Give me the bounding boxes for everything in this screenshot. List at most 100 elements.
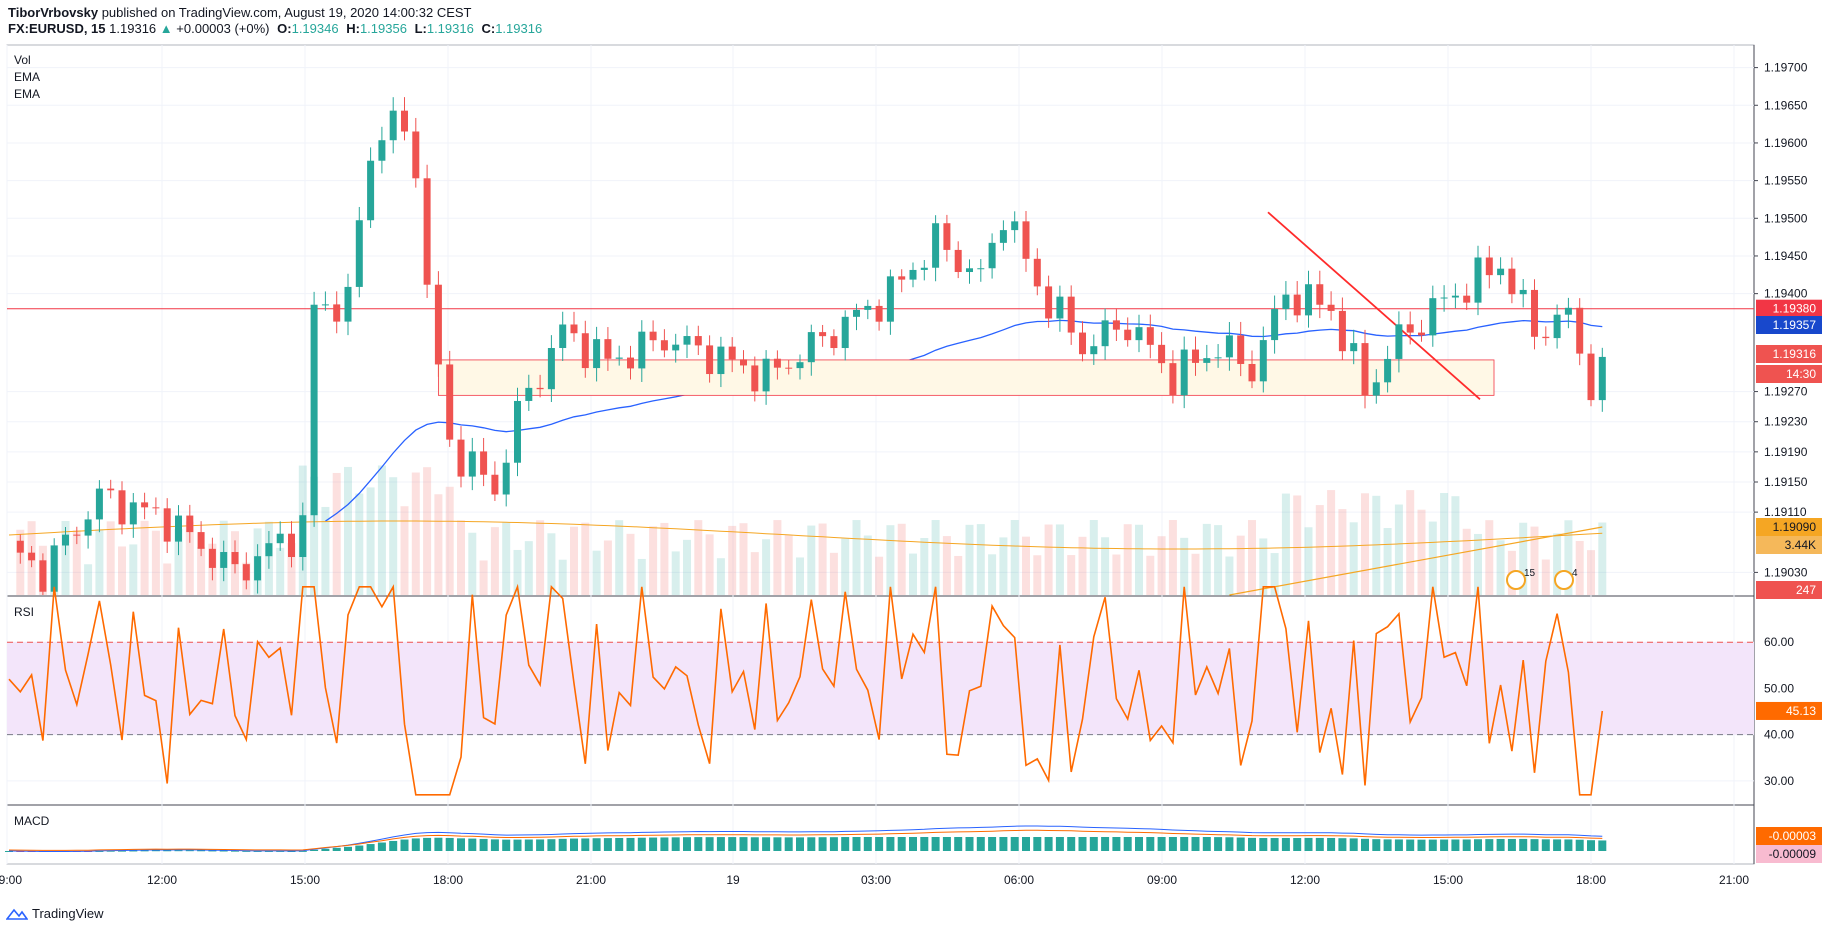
macd-histogram-bar (716, 837, 725, 851)
macd-histogram-bar (570, 838, 578, 851)
candle (672, 333, 680, 363)
price-tick-label: 1.19190 (1764, 445, 1808, 459)
symbol-name[interactable]: FX:EURUSD, 15 (8, 21, 106, 36)
candle-body (694, 336, 702, 346)
macd-histogram-bar (298, 850, 307, 852)
volume-bar (423, 467, 432, 595)
candle (1497, 257, 1505, 285)
volume-bar (1202, 523, 1211, 595)
candle (1338, 297, 1346, 360)
volume-bar (807, 525, 816, 595)
candle (536, 374, 544, 398)
macd-histogram-bar (1044, 837, 1053, 851)
candle (468, 437, 476, 491)
macd-histogram-bar (231, 850, 239, 852)
candle-body (480, 451, 488, 475)
macd-histogram-bar (219, 850, 228, 852)
x-tick-label: 18:00 (433, 873, 463, 887)
candle-body (1225, 335, 1233, 358)
macd-histogram-bar (1101, 837, 1110, 851)
volume-bar (1440, 493, 1449, 595)
candle (1248, 350, 1256, 389)
candle (807, 324, 815, 376)
ema-fast-price-tag: 1.19357 (1773, 318, 1817, 332)
candle (559, 311, 567, 361)
candle (389, 97, 397, 154)
volume-bar (1101, 537, 1110, 595)
candle-body (62, 534, 69, 546)
candle (28, 546, 36, 568)
candle-body (231, 552, 239, 565)
macd-histogram-bar (310, 849, 319, 851)
macd-histogram-bar (558, 838, 567, 851)
volume-bar (479, 560, 488, 595)
macd-histogram-bar (1202, 837, 1211, 851)
volume-bar (1089, 520, 1098, 595)
price-tick-label: 1.19600 (1764, 136, 1808, 150)
candle (480, 437, 488, 487)
candle-body (468, 451, 476, 477)
candle-body (208, 548, 216, 568)
volume-bar (411, 472, 420, 595)
candle-body (717, 346, 725, 375)
volume-bar (1451, 496, 1460, 595)
candle-body (389, 110, 397, 141)
candle (1531, 279, 1538, 350)
candle-body (378, 140, 386, 161)
volume-bars (16, 465, 1607, 595)
candle (954, 241, 962, 279)
x-tick-label: 21:00 (576, 873, 606, 887)
macd-histogram-bar (1519, 838, 1528, 851)
x-tick-label: 12:00 (147, 873, 177, 887)
legend-ema-1[interactable]: EMA (14, 70, 40, 84)
candle-body (1282, 294, 1290, 310)
candle (401, 97, 408, 141)
volume-bar (1564, 520, 1573, 595)
volume-bar (72, 530, 81, 595)
ema-slow-line (1229, 526, 1603, 596)
rsi-tick-label: 40.00 (1764, 728, 1794, 742)
legend-ema-2[interactable]: EMA (14, 87, 40, 101)
price-tick-label: 1.19550 (1764, 174, 1808, 188)
candle (1237, 321, 1245, 377)
rsi-title[interactable]: RSI (14, 605, 34, 619)
volume-bar (863, 535, 872, 595)
macd-histogram-bar (1112, 837, 1121, 851)
volume-bar (750, 552, 759, 595)
candle (593, 326, 601, 382)
volume-bar (1417, 509, 1426, 595)
publisher-name[interactable]: TiborVrbovsky (8, 5, 99, 20)
candle-body (615, 357, 623, 359)
macd-histogram-bar (671, 837, 680, 851)
candle-body (1564, 307, 1572, 315)
volume-bar (1587, 550, 1595, 595)
ema-slow-price-tag: 1.19090 (1773, 520, 1817, 534)
legend-vol[interactable]: Vol (14, 53, 31, 67)
candle (932, 215, 940, 282)
candle-body (920, 267, 928, 270)
macd-histogram-bar (942, 837, 951, 851)
macd-title[interactable]: MACD (14, 814, 50, 828)
macd-histogram-bar (1123, 837, 1132, 851)
macd-histogram-bar (1541, 839, 1550, 851)
tradingview-footer[interactable]: TradingView (6, 906, 104, 921)
volume-bar (1575, 540, 1584, 595)
rsi-value-tag: 45.13 (1786, 704, 1816, 718)
macd-histogram-bar (1168, 837, 1177, 851)
macd-histogram-bar (1462, 839, 1471, 851)
macd-histogram-bar (1496, 838, 1505, 851)
macd-histogram-bar (920, 837, 929, 851)
macd-histogram-bar (208, 850, 217, 852)
macd-histogram-bar (106, 850, 115, 852)
candle-body (898, 276, 906, 280)
volume-bar (694, 520, 703, 595)
candle-body (1508, 268, 1516, 295)
candle-body (627, 357, 634, 369)
price-change: +0.00003 (+0%) (176, 21, 270, 36)
candle-body (321, 304, 329, 306)
volume-bar (1598, 522, 1607, 595)
volume-bar (592, 550, 601, 595)
macd-histogram-bar (400, 839, 409, 851)
volume-tag-bg (1756, 536, 1822, 554)
